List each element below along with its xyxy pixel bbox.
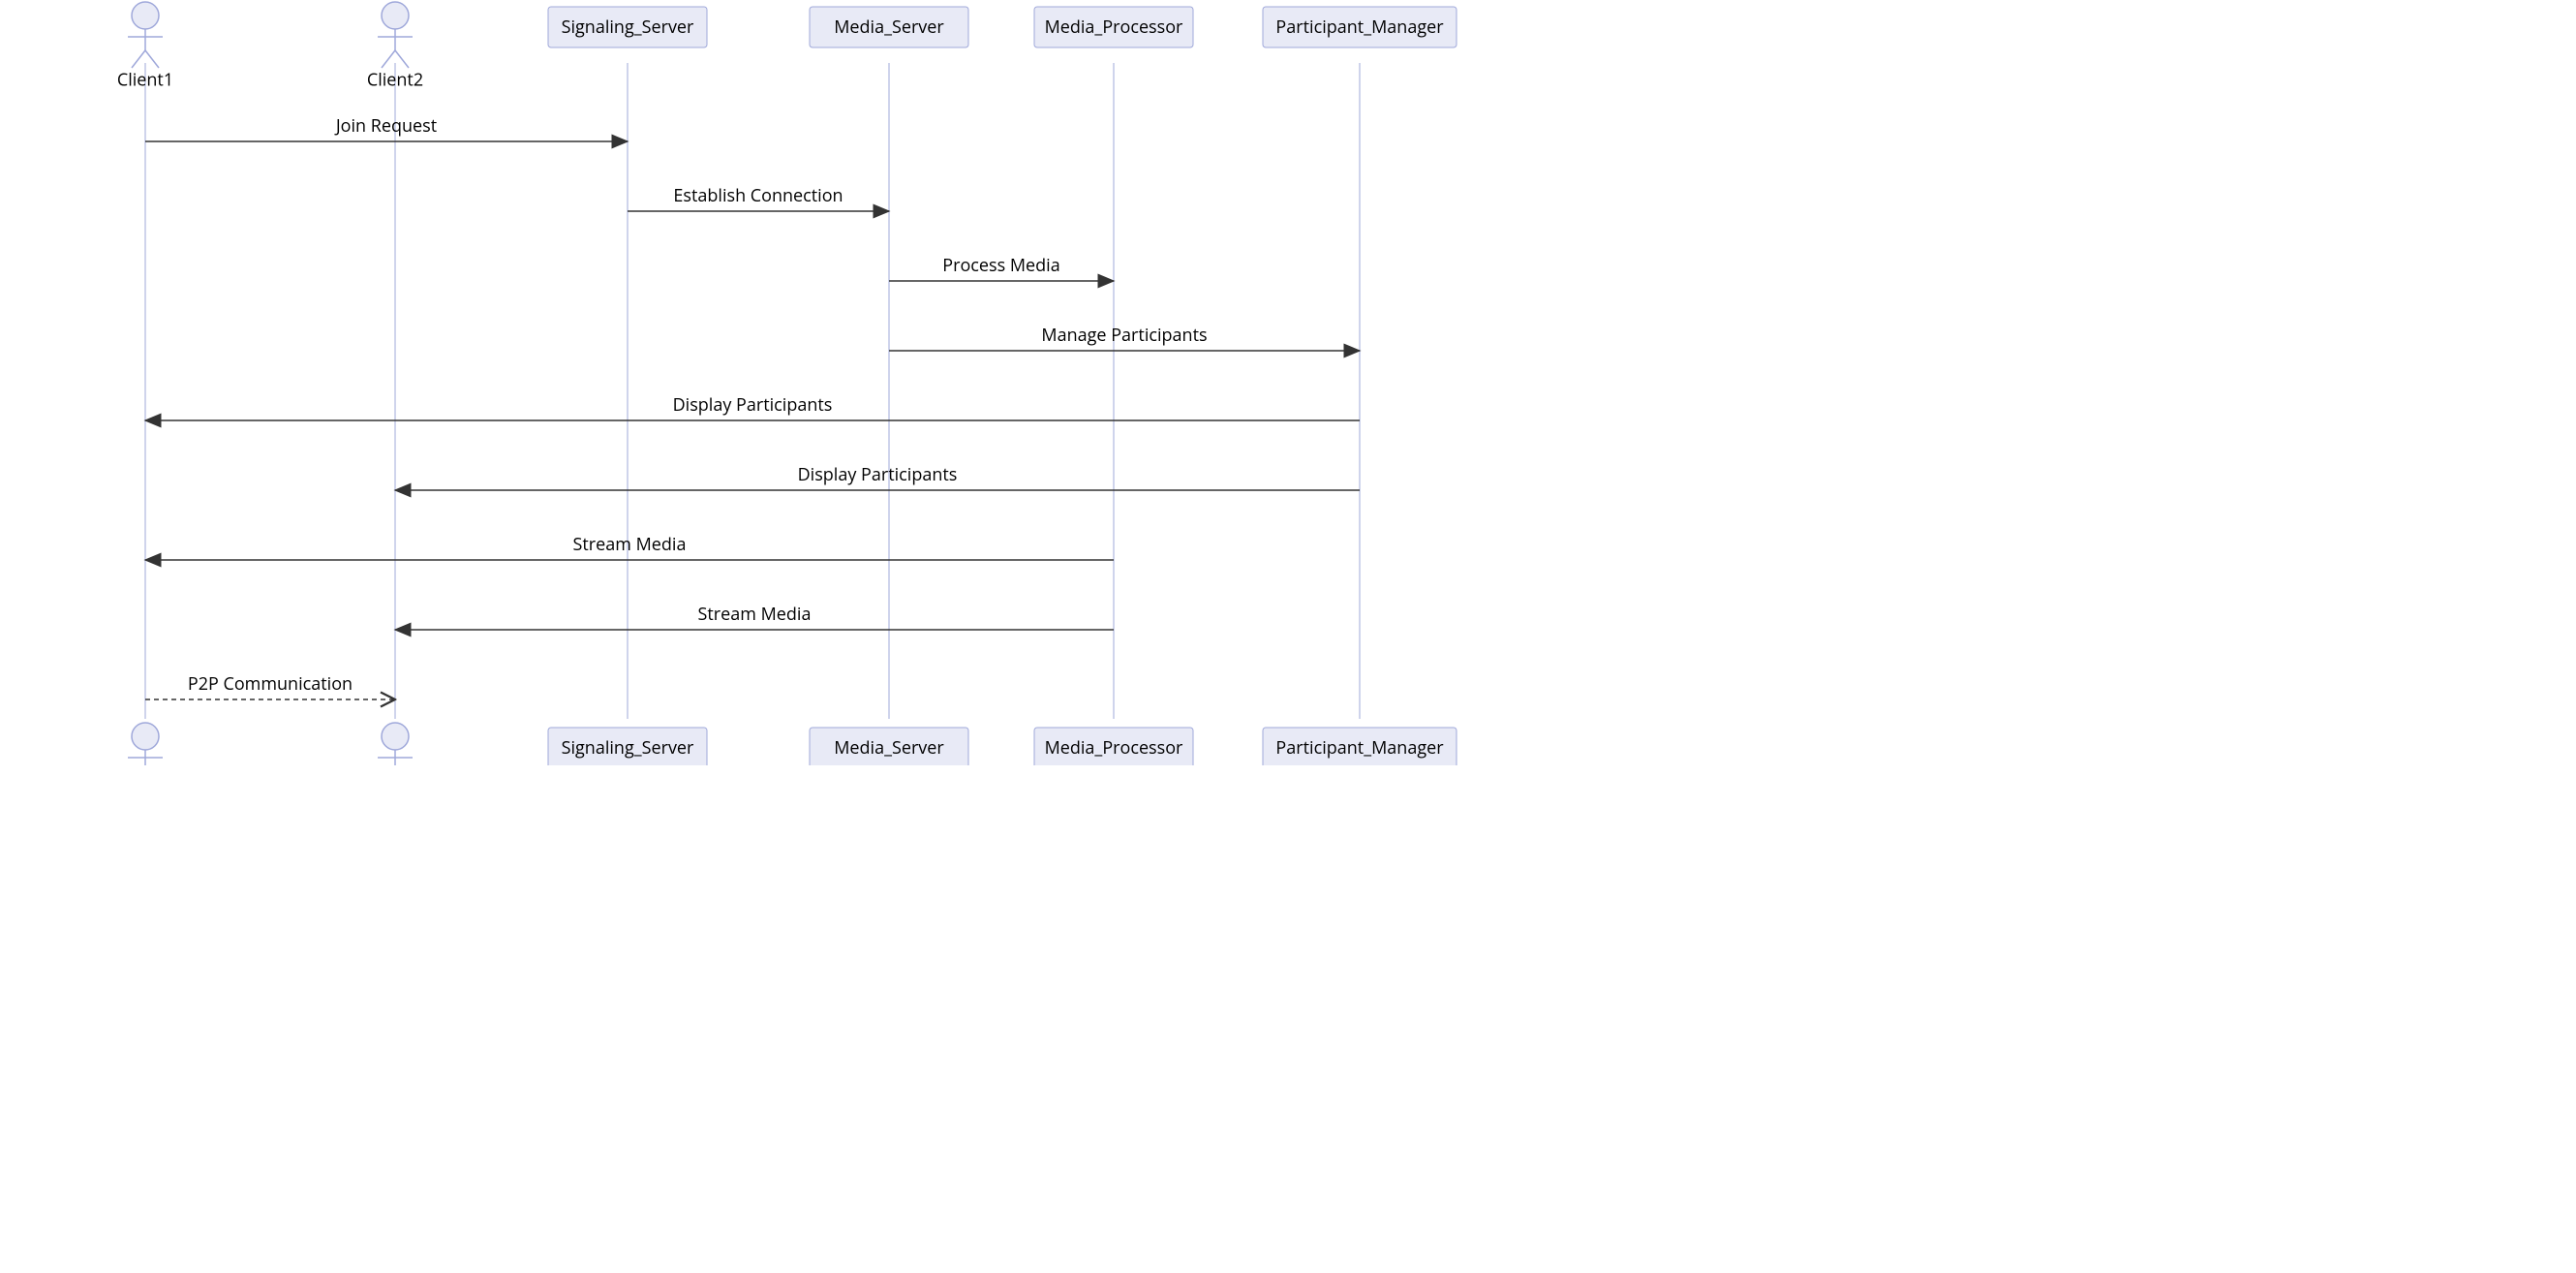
participant-label-signaling: Signaling_Server <box>562 16 694 39</box>
sequence-diagram: Client1 Client2 Signaling_Server Media_Serv… <box>0 0 1472 765</box>
participant-label-participant_manager: Participant_Manager <box>1275 736 1444 760</box>
participant-label-media_server: Media_Server <box>834 16 944 39</box>
message-label-2: Process Media <box>942 254 1059 277</box>
message-label-8: P2P Communication <box>188 672 353 696</box>
participant-label-media_processor: Media_Processor <box>1045 16 1183 39</box>
actor-label-client1: Client1 <box>117 68 173 91</box>
actor-head-client1 <box>132 2 159 29</box>
actor-head-client2 <box>382 723 409 750</box>
message-label-3: Manage Participants <box>1041 324 1207 347</box>
actor-head-client1 <box>132 723 159 750</box>
message-label-1: Establish Connection <box>673 184 843 207</box>
message-label-0: Join Request <box>334 114 437 138</box>
actor-label-client2: Client2 <box>367 68 423 91</box>
actor-head-client2 <box>382 2 409 29</box>
message-label-7: Stream Media <box>698 603 812 626</box>
participant-label-participant_manager: Participant_Manager <box>1275 16 1444 39</box>
message-label-5: Display Participants <box>798 463 958 486</box>
participant-label-media_processor: Media_Processor <box>1045 736 1183 760</box>
participant-label-media_server: Media_Server <box>834 736 944 760</box>
message-label-4: Display Participants <box>673 393 833 417</box>
message-label-6: Stream Media <box>573 533 687 556</box>
participant-label-signaling: Signaling_Server <box>562 736 694 760</box>
